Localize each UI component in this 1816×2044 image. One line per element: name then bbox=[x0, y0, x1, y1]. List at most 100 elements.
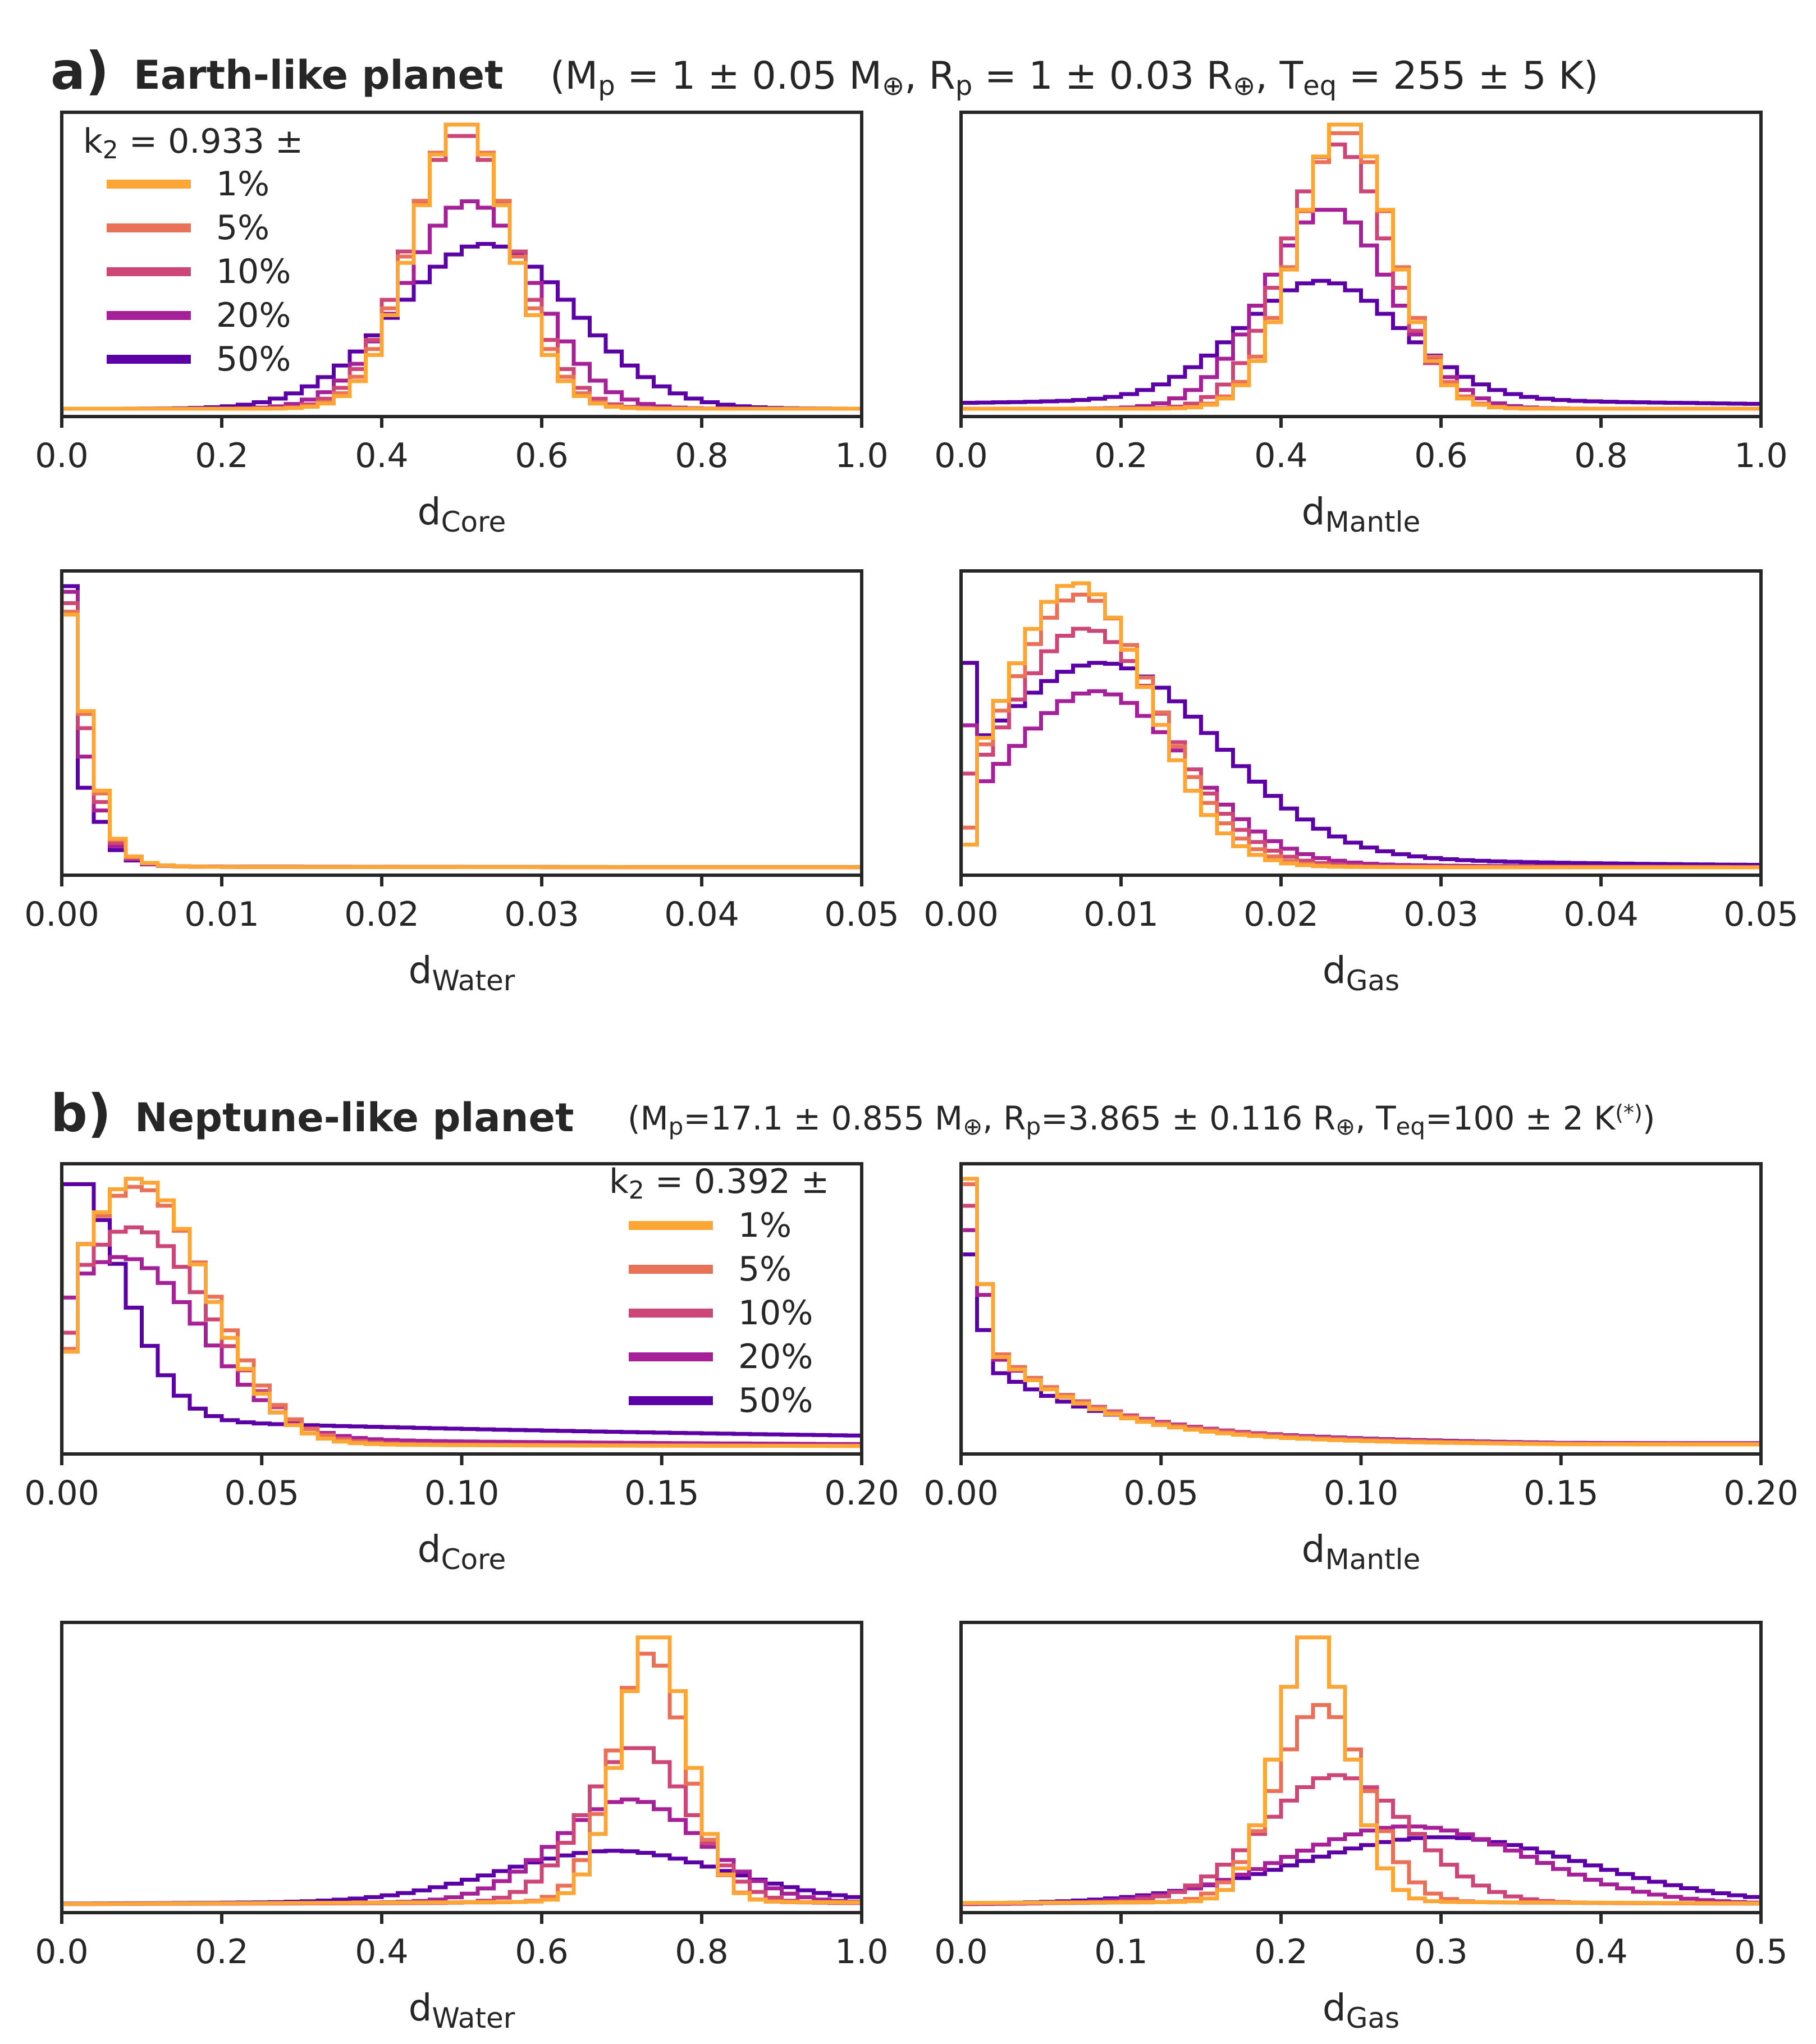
panel-b_water: 0.0 0.2 0.4 0.6 0.8 1.0 dWater bbox=[35, 1621, 889, 2034]
legend-label-10pct: 10% bbox=[738, 1293, 813, 1333]
xlabel-a_mantle: dMantle bbox=[1302, 490, 1421, 538]
legend-label-20pct: 20% bbox=[738, 1337, 813, 1377]
axes-frame-b_mantle bbox=[959, 1162, 1763, 1456]
xtick-label: 0.4 bbox=[1254, 436, 1307, 475]
xlabel-a_water: dWater bbox=[409, 949, 515, 997]
section-b-title: b) Neptune-like planet (Mp=17.1 ± 0.855 … bbox=[51, 1083, 1655, 1144]
xtick-label: 0.00 bbox=[24, 895, 99, 934]
hist-b_mantle-50pct bbox=[961, 1252, 1761, 1454]
xtick-label: 0.8 bbox=[675, 436, 728, 475]
xlabel-b_mantle: dMantle bbox=[1302, 1528, 1421, 1576]
xtick-label: 0.05 bbox=[1723, 895, 1799, 934]
xtick-label: 0.20 bbox=[824, 1474, 899, 1513]
xlabel-a_gas: dGas bbox=[1323, 949, 1399, 997]
legend-a: k2 = 0.933 ± 1%5% 10% 20% 50% bbox=[83, 122, 303, 379]
hist-a_water-20pct bbox=[62, 589, 862, 875]
panels: 0.0 0.2 0.4 0.6 0.8 1.0 dCore 0.0 0.2 0.4 0.6 0.8 1.… bbox=[24, 111, 1799, 2034]
hist-b_core-20pct bbox=[62, 1255, 862, 1454]
section-a-heading: Earth-like planet bbox=[134, 52, 504, 98]
xtick-label: 0.2 bbox=[195, 436, 248, 475]
legend-label-5pct: 5% bbox=[738, 1250, 792, 1289]
axes-frame-a_core bbox=[60, 111, 863, 418]
xtick-label: 0.5 bbox=[1734, 1932, 1787, 1972]
hist-b_water-1pct bbox=[62, 1635, 862, 1913]
xtick-label: 0.04 bbox=[1563, 895, 1639, 934]
legend-label-1pct: 1% bbox=[738, 1206, 792, 1245]
hist-b_core-1pct bbox=[62, 1177, 862, 1454]
hist-b_mantle-10pct bbox=[961, 1204, 1761, 1454]
axes-frame-b_gas bbox=[959, 1621, 1763, 1914]
axes-frame-b_water bbox=[60, 1621, 863, 1914]
xtick-label: 0.00 bbox=[923, 895, 999, 934]
legend-label-1pct: 1% bbox=[216, 164, 269, 204]
xtick-label: 0.2 bbox=[195, 1932, 248, 1972]
xtick-label: 1.0 bbox=[835, 1932, 888, 1972]
xtick-label: 0.2 bbox=[1254, 1932, 1307, 1972]
hist-a_gas-5pct bbox=[961, 592, 1761, 875]
xtick-label: 0.05 bbox=[824, 895, 899, 934]
legend-label-50pct: 50% bbox=[738, 1381, 813, 1420]
hist-a_mantle-20pct bbox=[961, 208, 1761, 417]
hist-b_mantle-20pct bbox=[961, 1228, 1761, 1454]
xtick-label: 0.01 bbox=[1083, 895, 1159, 934]
xtick-label: 0.03 bbox=[504, 895, 579, 934]
xtick-label: 0.10 bbox=[1324, 1474, 1399, 1513]
xtick-label: 0.0 bbox=[35, 436, 88, 475]
xtick-label: 0.00 bbox=[24, 1474, 99, 1513]
xtick-label: 0.8 bbox=[1574, 436, 1627, 475]
hist-b_water-20pct bbox=[62, 1797, 862, 1913]
xlabel-a_core: dCore bbox=[418, 490, 506, 538]
legend-label-5pct: 5% bbox=[216, 208, 269, 248]
panel-b_core: 0.00 0.05 0.10 0.15 0.20 dCore bbox=[24, 1162, 899, 1576]
legend-label-10pct: 10% bbox=[216, 252, 291, 291]
xtick-label: 0.05 bbox=[1123, 1474, 1199, 1513]
xtick-label: 0.4 bbox=[355, 1932, 408, 1972]
xtick-label: 0.01 bbox=[184, 895, 259, 934]
hist-b_core-50pct bbox=[62, 1182, 862, 1454]
axes-frame-a_gas bbox=[959, 569, 1763, 877]
xtick-label: 0.0 bbox=[934, 436, 987, 475]
hist-a_water-5pct bbox=[62, 610, 862, 875]
hist-a_mantle-10pct bbox=[961, 142, 1761, 417]
xtick-label: 0.2 bbox=[1094, 436, 1147, 475]
panel-a_core: 0.0 0.2 0.4 0.6 0.8 1.0 dCore bbox=[35, 111, 889, 538]
xtick-label: 0.6 bbox=[515, 436, 568, 475]
section-a-title: a) Earth-like planet (Mp = 1 ± 0.05 M⊕, … bbox=[51, 41, 1598, 102]
hist-b_gas-1pct bbox=[961, 1635, 1761, 1913]
hist-a_core-1pct bbox=[62, 122, 862, 417]
hist-a_core-10pct bbox=[62, 134, 862, 417]
xtick-label: 0.02 bbox=[1243, 895, 1319, 934]
hist-b_mantle-5pct bbox=[961, 1182, 1761, 1454]
panel-a_gas: 0.00 0.01 0.02 0.03 0.04 0.05 dGas bbox=[923, 569, 1799, 997]
xtick-label: 1.0 bbox=[835, 436, 888, 475]
xlabel-b_gas: dGas bbox=[1323, 1986, 1399, 2034]
xtick-label: 0.20 bbox=[1723, 1474, 1799, 1513]
xtick-label: 0.15 bbox=[1524, 1474, 1599, 1513]
xtick-label: 0.1 bbox=[1094, 1932, 1147, 1972]
section-b-heading: Neptune-like planet bbox=[135, 1095, 574, 1141]
section-b-tag: b) bbox=[51, 1083, 111, 1144]
xlabel-b_core: dCore bbox=[418, 1528, 506, 1576]
section-b-params: (Mp=17.1 ± 0.855 M⊕, Rp=3.865 ± 0.116 R⊕… bbox=[628, 1099, 1655, 1140]
xtick-label: 0.0 bbox=[934, 1932, 987, 1972]
hist-a_mantle-50pct bbox=[961, 278, 1761, 417]
legend-label-50pct: 50% bbox=[216, 340, 291, 379]
hist-b_mantle-1pct bbox=[961, 1177, 1761, 1454]
xtick-label: 0.05 bbox=[224, 1474, 299, 1513]
xtick-label: 0.6 bbox=[1414, 436, 1467, 475]
xtick-label: 0.6 bbox=[515, 1932, 568, 1972]
section-a-tag: a) bbox=[51, 41, 109, 101]
xtick-label: 0.4 bbox=[355, 436, 408, 475]
xtick-label: 0.8 bbox=[675, 1932, 728, 1972]
xtick-label: 0.03 bbox=[1403, 895, 1479, 934]
section-a-params: (Mp = 1 ± 0.05 M⊕, Rp = 1 ± 0.03 R⊕, Teq… bbox=[550, 54, 1598, 102]
hist-a_water-10pct bbox=[62, 601, 862, 875]
hist-a_mantle-1pct bbox=[961, 122, 1761, 417]
legend-b: k2 = 0.392 ± 1% 5% 10%20% 50% bbox=[609, 1162, 829, 1420]
hist-a_gas-1pct bbox=[961, 581, 1761, 875]
xtick-label: 0.3 bbox=[1414, 1932, 1467, 1972]
xtick-label: 0.02 bbox=[344, 895, 419, 934]
xtick-label: 0.0 bbox=[35, 1932, 88, 1972]
legend-b-title: k2 = 0.392 ± bbox=[609, 1162, 829, 1205]
